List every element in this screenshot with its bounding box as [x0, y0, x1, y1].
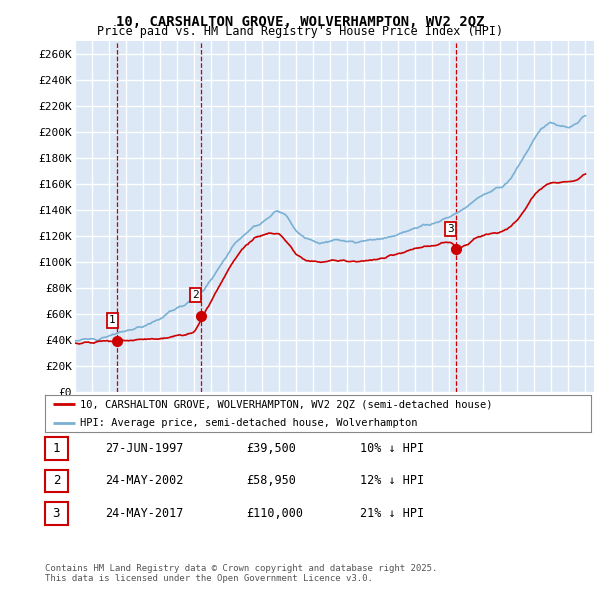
Text: 10% ↓ HPI: 10% ↓ HPI: [360, 442, 424, 455]
Text: 1: 1: [109, 316, 116, 326]
Text: 21% ↓ HPI: 21% ↓ HPI: [360, 507, 424, 520]
Text: 3: 3: [53, 507, 60, 520]
Text: 24-MAY-2017: 24-MAY-2017: [105, 507, 184, 520]
Text: 27-JUN-1997: 27-JUN-1997: [105, 442, 184, 455]
Text: HPI: Average price, semi-detached house, Wolverhampton: HPI: Average price, semi-detached house,…: [80, 418, 418, 428]
Text: 2: 2: [192, 290, 199, 300]
Text: 12% ↓ HPI: 12% ↓ HPI: [360, 474, 424, 487]
Text: 10, CARSHALTON GROVE, WOLVERHAMPTON, WV2 2QZ (semi-detached house): 10, CARSHALTON GROVE, WOLVERHAMPTON, WV2…: [80, 399, 493, 409]
Text: 2: 2: [53, 474, 60, 487]
Text: 24-MAY-2002: 24-MAY-2002: [105, 474, 184, 487]
Text: Contains HM Land Registry data © Crown copyright and database right 2025.
This d: Contains HM Land Registry data © Crown c…: [45, 563, 437, 583]
Text: £39,500: £39,500: [246, 442, 296, 455]
Text: Price paid vs. HM Land Registry's House Price Index (HPI): Price paid vs. HM Land Registry's House …: [97, 25, 503, 38]
Text: £58,950: £58,950: [246, 474, 296, 487]
Text: 10, CARSHALTON GROVE, WOLVERHAMPTON, WV2 2QZ: 10, CARSHALTON GROVE, WOLVERHAMPTON, WV2…: [116, 15, 484, 29]
Text: 3: 3: [448, 224, 454, 234]
Text: 1: 1: [53, 442, 60, 455]
Text: £110,000: £110,000: [246, 507, 303, 520]
